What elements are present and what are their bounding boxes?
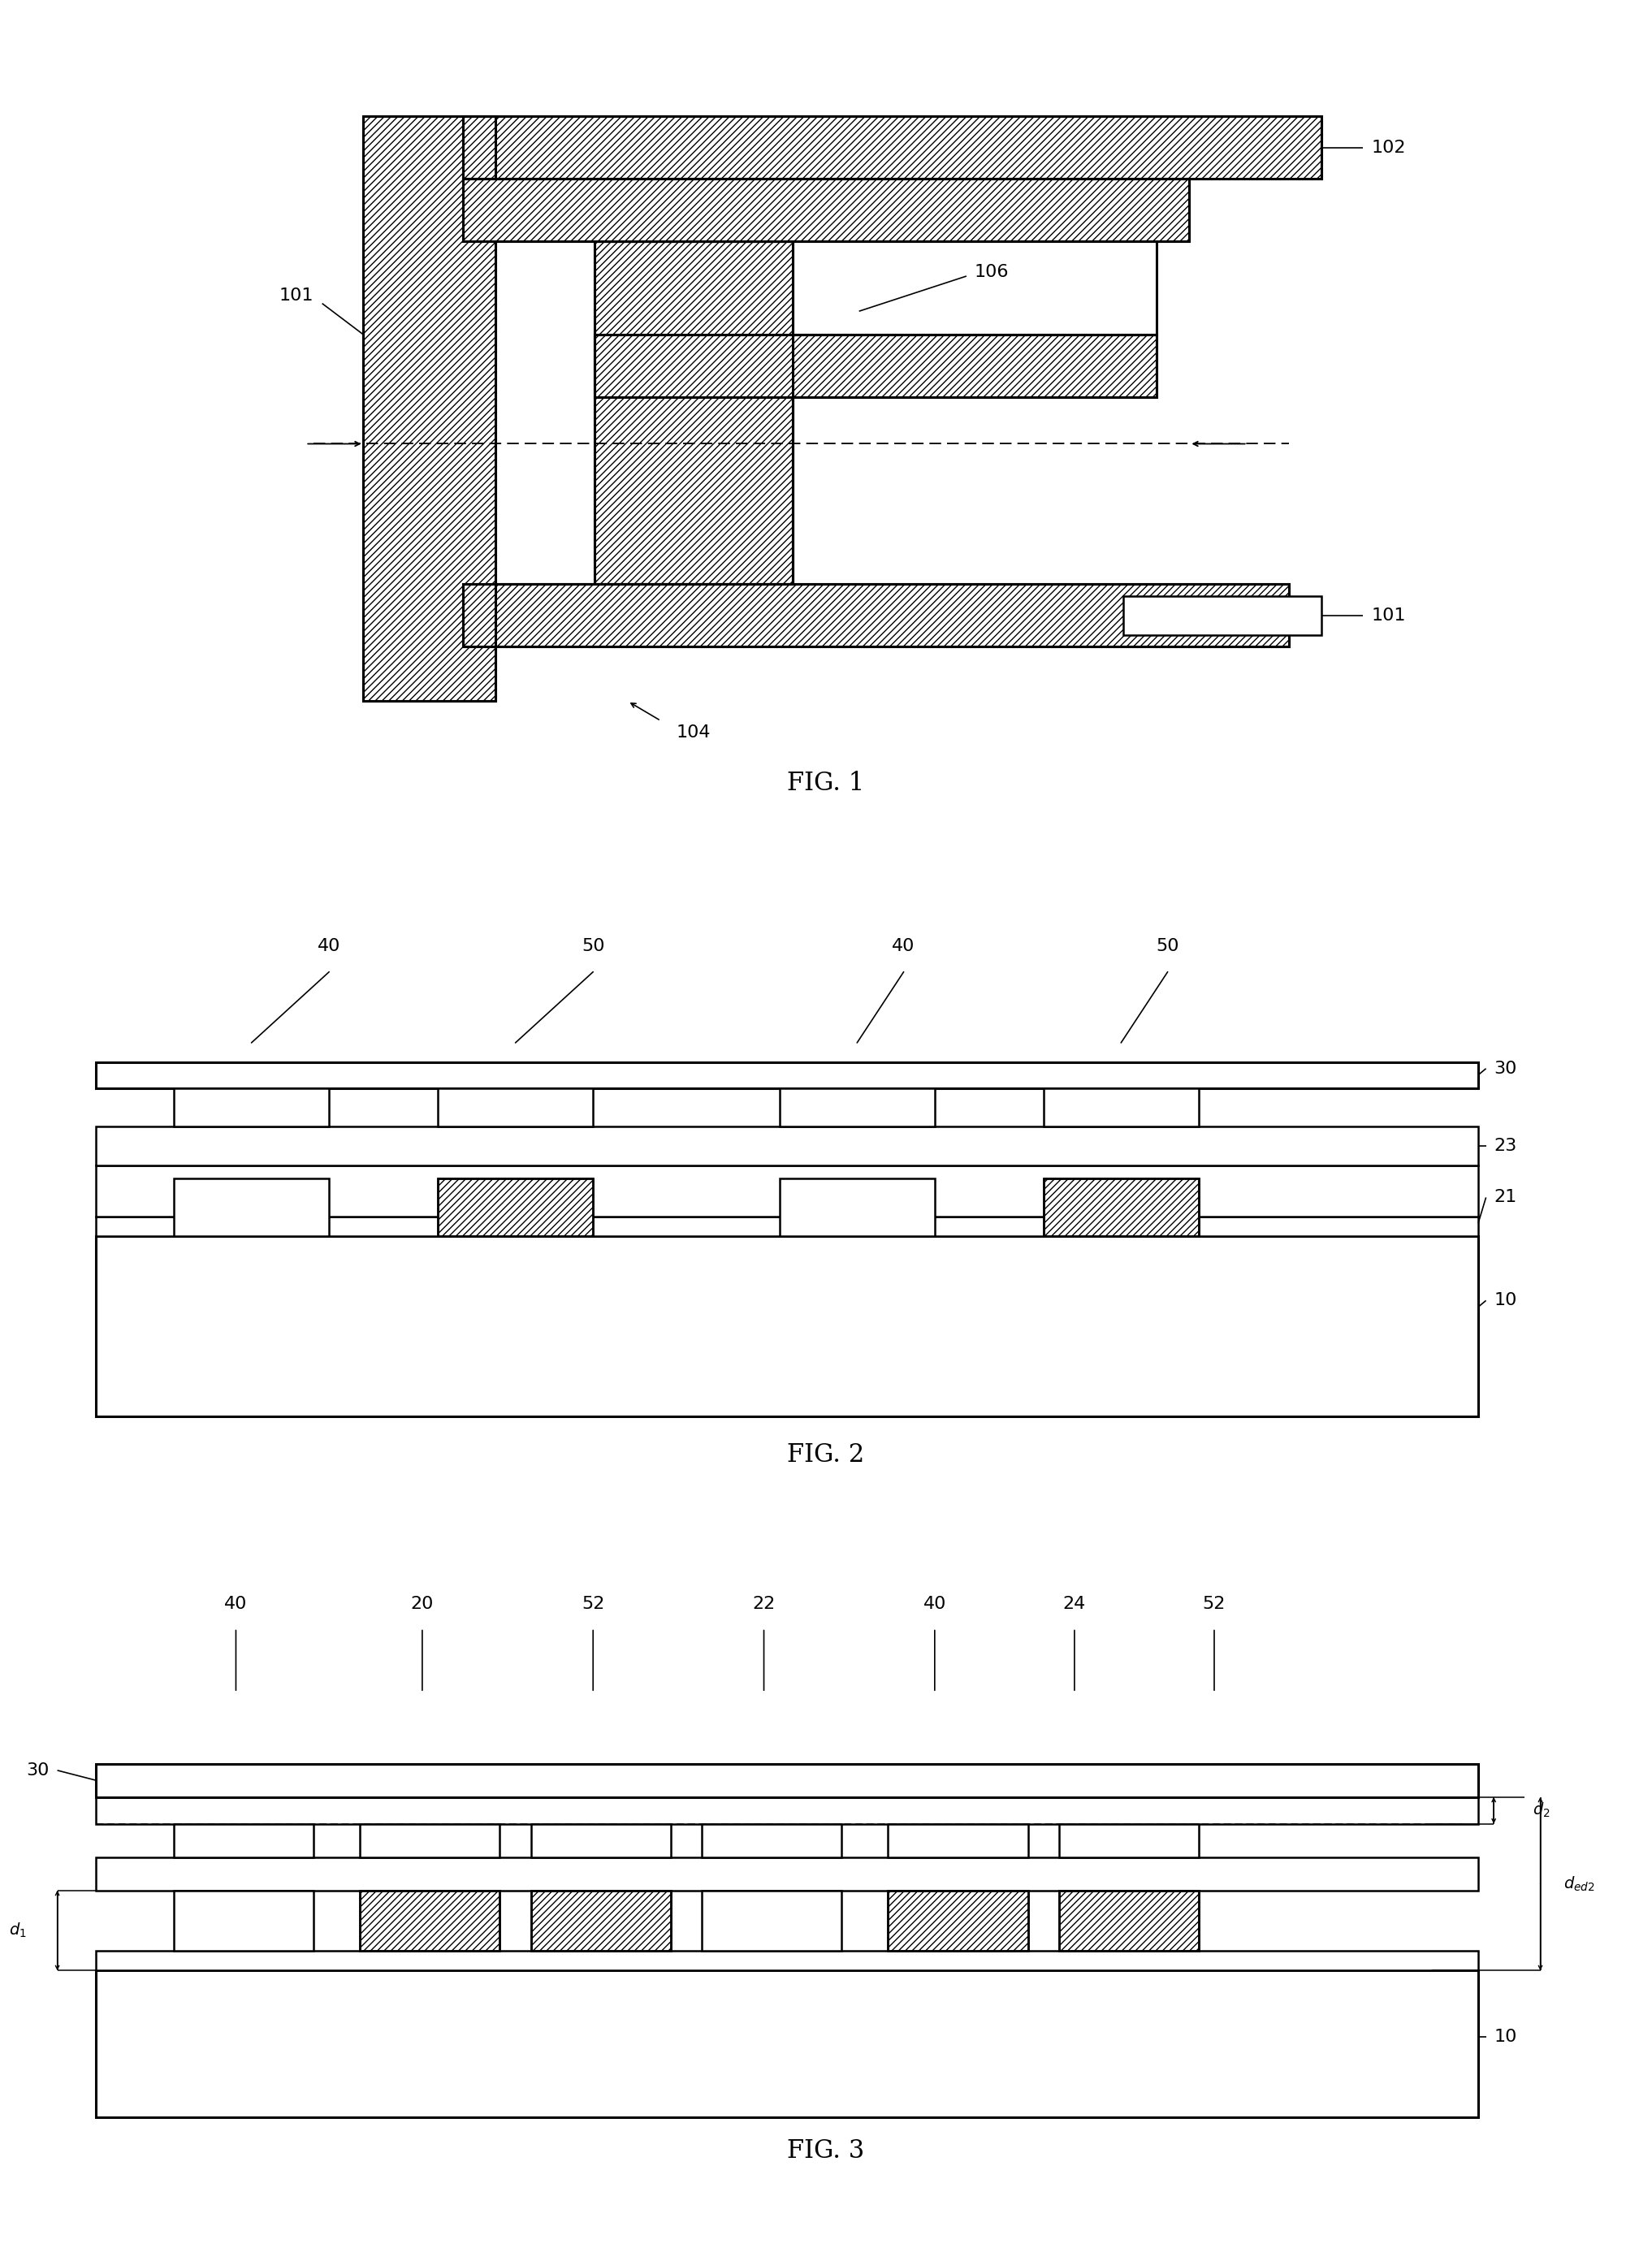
- Bar: [496, 398, 595, 583]
- Text: 104: 104: [677, 724, 710, 742]
- Text: 40: 40: [923, 1596, 947, 1612]
- Bar: [595, 242, 793, 583]
- Bar: [363, 115, 496, 701]
- Text: 30: 30: [26, 1761, 50, 1779]
- Bar: [96, 1216, 1479, 1237]
- Bar: [438, 1178, 593, 1237]
- Bar: [173, 1178, 329, 1237]
- Bar: [496, 179, 595, 398]
- Bar: [173, 1890, 314, 1951]
- Bar: [780, 1088, 935, 1126]
- Bar: [463, 583, 1289, 647]
- Text: 21: 21: [1493, 1189, 1517, 1205]
- Bar: [173, 1088, 329, 1126]
- Bar: [530, 1890, 671, 1951]
- Text: 101: 101: [1371, 608, 1406, 624]
- Text: 20: 20: [411, 1596, 434, 1612]
- Bar: [1044, 1178, 1199, 1237]
- Text: FIG. 3: FIG. 3: [788, 2139, 864, 2164]
- Text: 10: 10: [1493, 2028, 1517, 2046]
- Bar: [530, 1890, 671, 1951]
- Bar: [1059, 1890, 1199, 1951]
- Bar: [463, 179, 1189, 242]
- Text: $d_{ed2}$: $d_{ed2}$: [1564, 1874, 1596, 1892]
- Text: 50: 50: [1156, 938, 1180, 954]
- Text: 40: 40: [225, 1596, 248, 1612]
- Bar: [1044, 1178, 1199, 1237]
- Bar: [1059, 1825, 1199, 1856]
- Text: 101: 101: [279, 287, 314, 303]
- Text: 50: 50: [582, 938, 605, 954]
- Text: $d_1$: $d_1$: [8, 1922, 26, 1940]
- Text: 106: 106: [975, 265, 1009, 280]
- Text: 30: 30: [1493, 1060, 1517, 1076]
- Bar: [595, 335, 1156, 398]
- Bar: [595, 335, 1156, 398]
- Bar: [173, 1825, 314, 1856]
- Bar: [1059, 1890, 1199, 1951]
- Bar: [438, 1088, 593, 1126]
- Bar: [780, 1178, 935, 1237]
- Text: $d_2$: $d_2$: [1533, 1802, 1550, 1820]
- Text: 24: 24: [1062, 1596, 1085, 1612]
- Bar: [702, 1890, 841, 1951]
- Text: 52: 52: [1203, 1596, 1226, 1612]
- Bar: [96, 1764, 1479, 1797]
- Bar: [96, 1237, 1479, 1415]
- Bar: [360, 1825, 501, 1856]
- Bar: [96, 1063, 1479, 1088]
- Bar: [96, 1856, 1479, 1890]
- Bar: [96, 1951, 1479, 1972]
- Text: 23: 23: [1493, 1137, 1517, 1153]
- Bar: [96, 1797, 1479, 1825]
- Bar: [96, 1164, 1479, 1216]
- Bar: [438, 1178, 593, 1237]
- Text: 10: 10: [1493, 1293, 1517, 1309]
- Bar: [595, 242, 793, 583]
- Bar: [360, 1890, 501, 1951]
- Bar: [1044, 1088, 1199, 1126]
- Bar: [360, 1890, 501, 1951]
- Text: FIG. 2: FIG. 2: [788, 1443, 864, 1467]
- Text: 52: 52: [582, 1596, 605, 1612]
- Text: FIG. 1: FIG. 1: [788, 771, 864, 796]
- Bar: [702, 1825, 841, 1856]
- Text: 40: 40: [317, 938, 340, 954]
- Text: 40: 40: [892, 938, 915, 954]
- Text: 22: 22: [752, 1596, 775, 1612]
- Bar: [889, 1890, 1028, 1951]
- Bar: [889, 1825, 1028, 1856]
- Bar: [463, 115, 1322, 179]
- Bar: [463, 583, 1289, 647]
- Bar: [1123, 597, 1322, 635]
- Bar: [463, 115, 1322, 179]
- Bar: [363, 115, 496, 701]
- Text: 102: 102: [1371, 140, 1406, 156]
- Bar: [463, 179, 1189, 242]
- Bar: [96, 1126, 1479, 1164]
- Bar: [530, 1825, 671, 1856]
- Bar: [96, 1972, 1479, 2116]
- Bar: [889, 1890, 1028, 1951]
